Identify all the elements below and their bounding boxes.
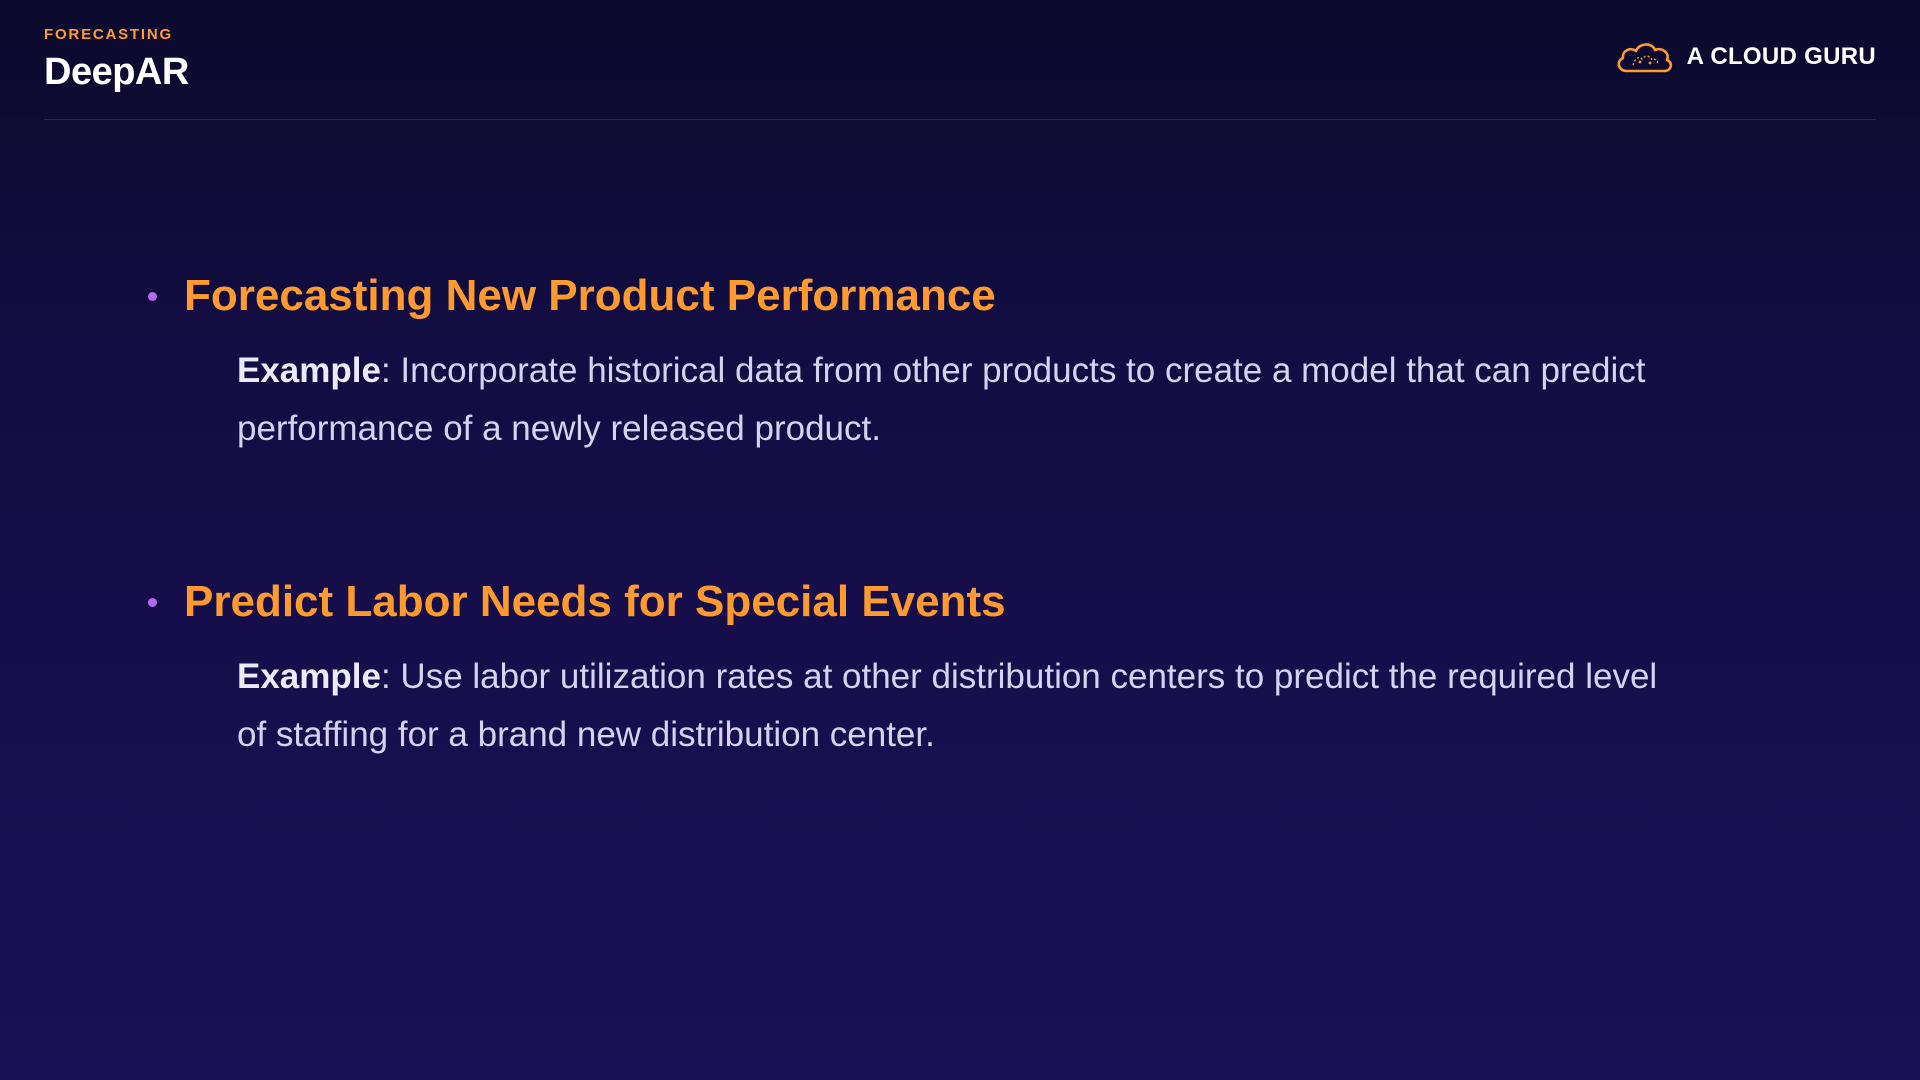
bullet-heading: Forecasting New Product Performance: [148, 264, 1768, 328]
bullet-item: Predict Labor Needs for Special Events E…: [148, 570, 1768, 764]
header-divider: [44, 119, 1876, 120]
slide-title: DeepAR: [44, 51, 189, 93]
bullet-heading: Predict Labor Needs for Special Events: [148, 570, 1768, 634]
cloud-logo-icon: [1617, 43, 1672, 73]
bullet-dot-icon: [148, 597, 157, 607]
bullet-title: Forecasting New Product Performance: [184, 271, 996, 320]
bullet-item: Forecasting New Product Performance Exam…: [148, 264, 1768, 458]
example-text: : Incorporate historical data from other…: [237, 351, 1646, 448]
bullet-example: Example: Use labor utilization rates at …: [237, 648, 1687, 764]
bullet-dot-icon: [148, 291, 157, 301]
example-label: Example: [237, 351, 381, 390]
example-text: : Use labor utilization rates at other d…: [237, 657, 1658, 754]
brand-lockup: A CLOUD GURU: [1613, 38, 1876, 76]
bullet-example: Example: Incorporate historical data fro…: [237, 342, 1687, 458]
section-eyebrow: FORECASTING: [44, 26, 173, 43]
slide-header: FORECASTING DeepAR: [44, 26, 189, 94]
bullet-title: Predict Labor Needs for Special Events: [184, 577, 1006, 626]
example-label: Example: [237, 657, 381, 696]
bullet-list: Forecasting New Product Performance Exam…: [148, 264, 1768, 876]
brand-name: A CLOUD GURU: [1686, 43, 1876, 70]
